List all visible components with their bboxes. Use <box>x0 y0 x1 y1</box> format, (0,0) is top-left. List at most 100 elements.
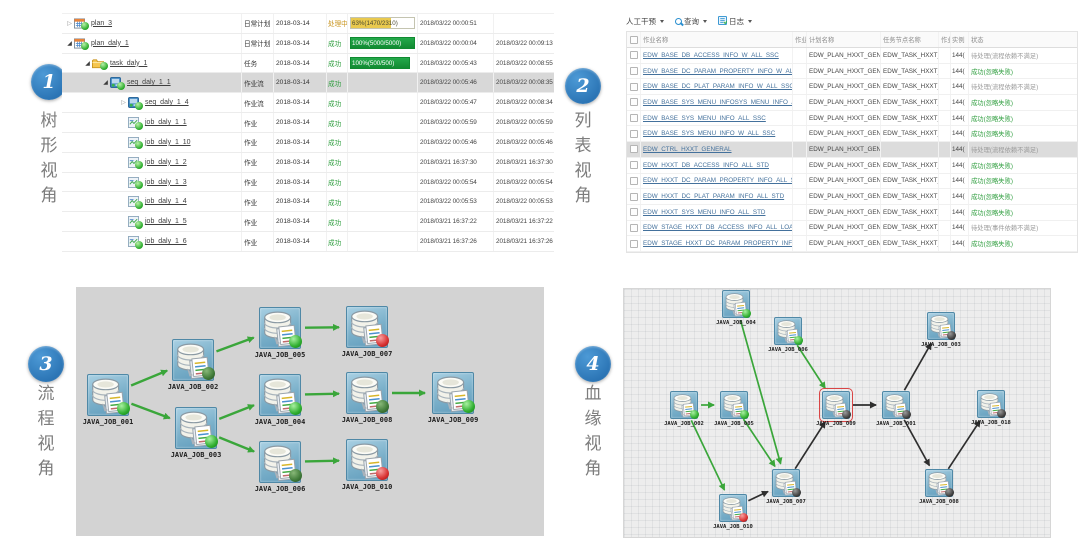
tree-row[interactable]: job_daly_1_1 作业 2018-03-14 成功 2018/03/22 00:… <box>62 113 554 133</box>
job-node[interactable]: JAVA_JOB_004 <box>716 290 756 326</box>
tree-row[interactable]: job_daly_1_3 作业 2018-03-14 成功 2018/03/22 00:… <box>62 172 554 193</box>
log-button[interactable]: 日志 <box>718 15 752 27</box>
list-row[interactable]: EDW_BASE_SYS_MENU_INFO_ALL_SSC EDW_PLAN_H… <box>627 110 1077 127</box>
job-node[interactable]: JAVA_JOB_010 <box>342 439 392 491</box>
list-row[interactable]: EDW_BASE_SYS_MENU_INFO_W_ALL_SSC EDW_PLAN… <box>627 126 1077 143</box>
job-name-link-text[interactable]: EDW_BASE_DB_ACCESS_INFO_W_ALL_SSC <box>643 51 779 59</box>
list-row[interactable]: EDW_CTRL_HXXT_GENERAL EDW_PLAN_HXXT_GENER… <box>627 142 1077 158</box>
tree-node-link[interactable]: job_daly_1_10 <box>145 138 191 146</box>
manual-intervention-button[interactable]: 人工干预 <box>626 16 664 27</box>
flow-view-panel[interactable]: JAVA_JOB_001 JAVA_JOB_002 JAVA_JOB_003 JAVA… <box>76 287 544 536</box>
list-row[interactable]: EDW_BASE_SYS_MENU_INFOSYS_MENU_INFO_ALL_… <box>627 95 1077 111</box>
row-checkbox[interactable] <box>629 239 638 248</box>
job-node[interactable]: JAVA_JOB_004 <box>255 374 305 426</box>
row-checkbox[interactable] <box>629 114 638 123</box>
job-name-link-text[interactable]: EDW_BASE_DC_PLAT_PARAM_INFO_W_ALL_SSC <box>643 83 793 91</box>
tree-row[interactable]: job_daly_1_2 作业 2018-03-14 成功 2018/03/21 16:… <box>62 152 554 173</box>
job-name-link-text[interactable]: EDW_BASE_DC_PARAM_PROPERTY_INFO_W_ALL_SS… <box>643 67 793 75</box>
start-time-cell-text: 2018/03/22 00:05:43 <box>420 59 477 67</box>
job-node-selected[interactable]: JAVA_JOB_009 <box>816 388 856 427</box>
lineage-view-panel[interactable]: JAVA_JOB_004 JAVA_JOB_006 JAVA_JOB_002 JAVA… <box>623 288 1051 538</box>
row-checkbox[interactable] <box>629 51 638 60</box>
tree-node-link[interactable]: seq_daly_1_4 <box>145 99 189 107</box>
tree-row[interactable]: job_daly_1_5 作业 2018-03-14 成功 2018/03/21 16:… <box>62 212 554 233</box>
list-row[interactable]: EDW_HXXT_SYS_MENU_INFO_ALL_STD EDW_PLAN_H… <box>627 204 1077 221</box>
type-cell-text: 作业流 <box>244 80 264 88</box>
list-row[interactable]: EDW_HXXT_DC_PLAT_PARAM_INFO_ALL_STD EDW_P… <box>627 189 1077 205</box>
row-checkbox[interactable] <box>629 192 638 201</box>
expand-arrow-icon[interactable]: ◢ <box>67 40 72 47</box>
query-button[interactable]: 查询 <box>675 16 707 27</box>
job-name-link-text[interactable]: EDW_BASE_SYS_MENU_INFO_W_ALL_SSC <box>643 130 776 138</box>
row-checkbox[interactable] <box>629 223 638 232</box>
list-row[interactable]: EDW_BASE_DC_PLAT_PARAM_INFO_W_ALL_SSC EDW… <box>627 79 1077 96</box>
tree-node-link[interactable]: job_daly_1_6 <box>145 238 187 246</box>
tree-node-link[interactable]: task_daly_1 <box>110 59 148 67</box>
job-name-link-text[interactable]: EDW_STAGE_HXXT_DB_ACCESS_INFO_ALL_LOAD <box>643 224 793 232</box>
job-name-link-text[interactable]: EDW_CTRL_HXXT_GENERAL <box>643 145 732 153</box>
expand-arrow-icon[interactable]: ▷ <box>121 100 126 107</box>
row-checkbox[interactable] <box>629 176 638 185</box>
row-checkbox[interactable] <box>629 98 638 107</box>
job-name-link-text[interactable]: EDW_STAGE_HXXT_DC_PARAM_PROPERTY_INFO_AL… <box>643 240 793 248</box>
job-node[interactable]: JAVA_JOB_008 <box>342 372 392 424</box>
expand-arrow-icon[interactable]: ▷ <box>67 20 72 27</box>
list-row[interactable]: EDW_BASE_DB_ACCESS_INFO_W_ALL_SSC EDW_PLA… <box>627 48 1077 64</box>
tree-name-cell: job_daly_1_4 <box>62 192 242 212</box>
job-node[interactable]: JAVA_JOB_008 <box>919 469 959 505</box>
job-name-link-text[interactable]: EDW_BASE_SYS_MENU_INFOSYS_MENU_INFO_ALL_… <box>643 98 792 106</box>
tree-row[interactable]: job_daly_1_4 作业 2018-03-14 成功 2018/03/22 00:… <box>62 192 554 213</box>
expand-arrow-icon[interactable]: ◢ <box>85 60 90 67</box>
task-node-cell: EDW_TASK_HXXT_GENER <box>881 204 939 220</box>
row-checkbox[interactable] <box>629 145 638 154</box>
job-name-link-text[interactable]: EDW_HXXT_DC_PARAM_PROPERTY_INFO_ALL_STD <box>643 177 793 185</box>
status-dot-icon <box>376 467 389 480</box>
tree-row[interactable]: job_daly_1_6 作业 2018-03-14 成功 2018/03/21 16:… <box>62 232 554 252</box>
job-node[interactable]: JAVA_JOB_001 <box>876 391 916 427</box>
job-node[interactable]: JAVA_JOB_007 <box>342 306 392 358</box>
select-all-checkbox[interactable] <box>629 35 638 44</box>
list-row[interactable]: EDW_BASE_DC_PARAM_PROPERTY_INFO_W_ALL_SS… <box>627 63 1077 80</box>
list-row[interactable]: EDW_HXXT_DC_PARAM_PROPERTY_INFO_ALL_STD E… <box>627 173 1077 190</box>
tree-row[interactable]: ▷ plan_3 日常计划 2018-03-14 处理中 63%(1470/2310) 20… <box>62 14 554 34</box>
job-node[interactable]: JAVA_JOB_003 <box>921 312 961 348</box>
tree-node-link[interactable]: job_daly_1_4 <box>145 198 187 206</box>
job-name-link-text[interactable]: EDW_HXXT_SYS_MENU_INFO_ALL_STD <box>643 208 766 216</box>
expand-arrow-icon[interactable]: ◢ <box>103 80 108 87</box>
tree-node-link[interactable]: job_daly_1_3 <box>145 178 187 186</box>
tree-node-link[interactable]: job_daly_1_5 <box>145 218 187 226</box>
job-name-link-text[interactable]: EDW_BASE_SYS_MENU_INFO_ALL_SSC <box>643 114 766 122</box>
tree-row[interactable]: ▷ seq_daly_1_4 作业流 2018-03-14 成功 2018/03/22 0… <box>62 93 554 114</box>
row-checkbox[interactable] <box>629 161 638 170</box>
job-node[interactable]: JAVA_JOB_007 <box>766 469 806 505</box>
tree-node-link[interactable]: plan_daly_1 <box>91 39 129 47</box>
list-row[interactable]: EDW_HXXT_DB_ACCESS_INFO_ALL_STD EDW_PLAN_… <box>627 157 1077 174</box>
job-node[interactable]: JAVA_JOB_005 <box>255 307 305 359</box>
job-node[interactable]: JAVA_JOB_003 <box>171 407 221 459</box>
row-checkbox[interactable] <box>629 67 638 76</box>
job-node[interactable]: JAVA_JOB_010 <box>713 494 753 530</box>
row-checkbox[interactable] <box>629 208 638 217</box>
job-node[interactable]: JAVA_JOB_002 <box>664 391 704 427</box>
tree-row[interactable]: ◢ plan_daly_1 日常计划 2018-03-14 成功 100%(5000/50… <box>62 33 554 54</box>
job-node[interactable]: JAVA_JOB_009 <box>428 372 478 424</box>
tree-row[interactable]: ◢ task_daly_1 任务 2018-03-14 成功 100%(500/500) 2… <box>62 53 554 74</box>
job-node[interactable]: JAVA_JOB_002 <box>168 339 218 391</box>
tree-node-link[interactable]: job_daly_1_1 <box>145 119 187 127</box>
row-checkbox[interactable] <box>629 129 638 138</box>
job-node[interactable]: JAVA_JOB_006 <box>255 441 305 493</box>
row-checkbox[interactable] <box>629 82 638 91</box>
tree-node-link[interactable]: plan_3 <box>91 19 113 27</box>
job-name-link-text[interactable]: EDW_HXXT_DB_ACCESS_INFO_ALL_STD <box>643 161 769 169</box>
tree-node-link[interactable]: seq_daly_1_1 <box>127 79 171 87</box>
job-node[interactable]: JAVA_JOB_005 <box>714 391 754 427</box>
tree-row[interactable]: job_daly_1_10 作业 2018-03-14 成功 2018/03/22 00… <box>62 132 554 153</box>
list-row[interactable]: EDW_STAGE_HXXT_DB_ACCESS_INFO_ALL_LOAD ED… <box>627 220 1077 237</box>
tree-node-link[interactable]: job_daly_1_2 <box>145 158 187 166</box>
tree-row[interactable]: ◢ seq_daly_1_1 作业流 2018-03-14 成功 2018/03/22 0… <box>62 73 554 94</box>
job-node[interactable]: JAVA_JOB_001 <box>83 374 133 426</box>
list-row[interactable]: EDW_STAGE_HXXT_DC_PARAM_PROPERTY_INFO_AL… <box>627 236 1077 252</box>
job-name-link-text[interactable]: EDW_HXXT_DC_PLAT_PARAM_INFO_ALL_STD <box>643 193 785 201</box>
job-node[interactable]: JAVA_JOB_006 <box>768 317 808 353</box>
job-node[interactable]: JAVA_JOB_018 <box>971 390 1011 426</box>
